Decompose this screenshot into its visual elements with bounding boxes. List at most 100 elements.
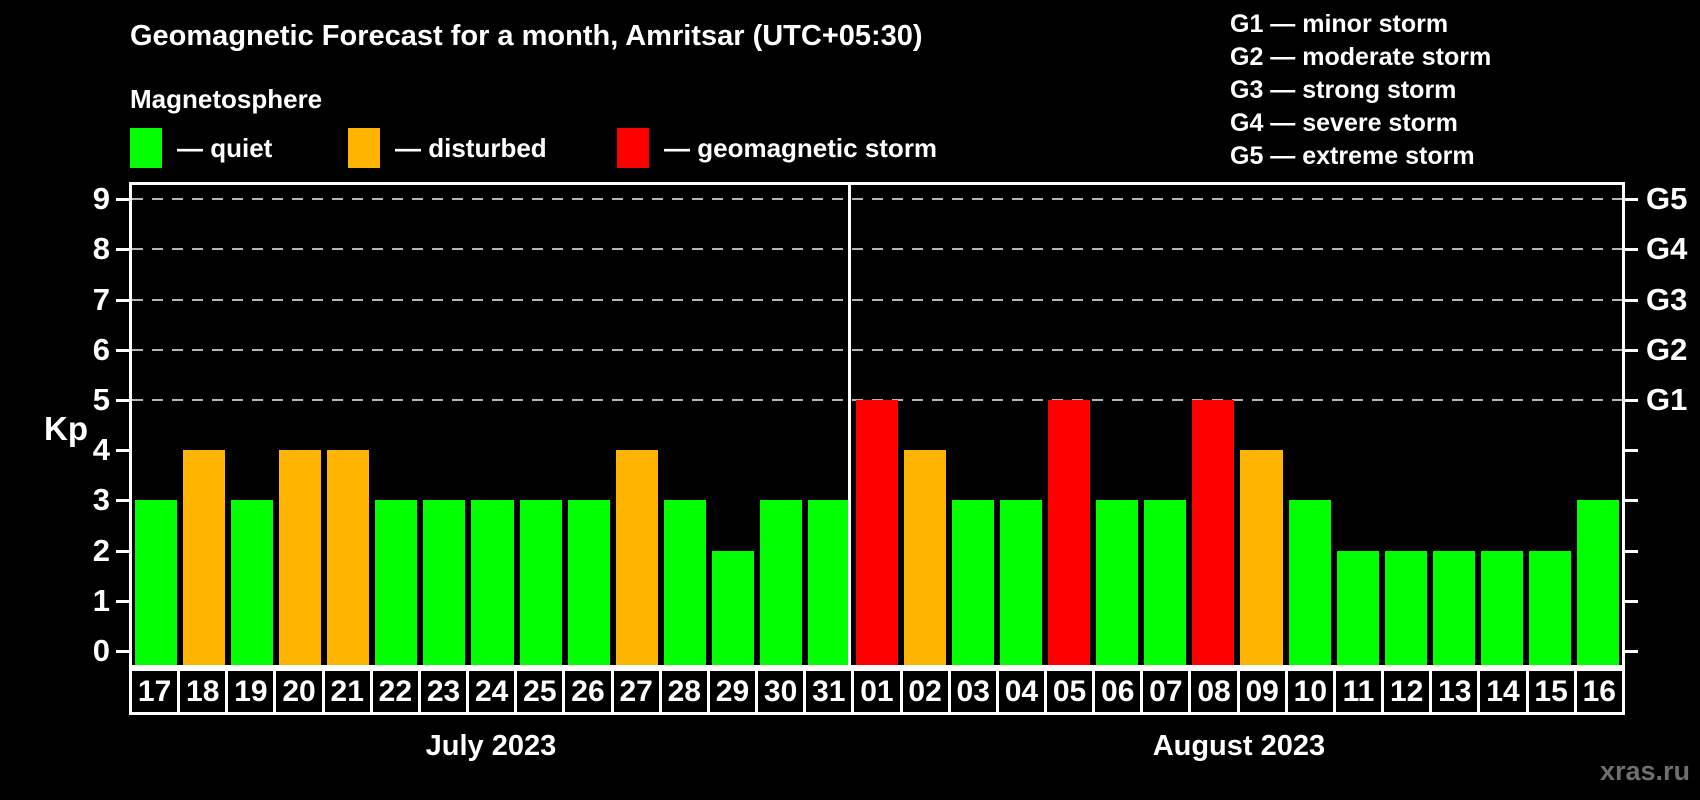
- right-axis-tick: [1625, 198, 1638, 202]
- date-cell: 13: [1432, 668, 1481, 715]
- kp-bar: [1432, 550, 1475, 665]
- kp-bar: [471, 500, 514, 665]
- g5-legend-line: G5 — extreme storm: [1230, 142, 1475, 170]
- date-cell: 22: [372, 668, 421, 715]
- date-cell: 04: [998, 668, 1047, 715]
- right-axis-tick: [1625, 449, 1638, 453]
- date-cell: 07: [1143, 668, 1192, 715]
- kp-bar: [1480, 550, 1523, 665]
- kp-bar: [952, 500, 995, 665]
- kp-bar: [855, 400, 898, 665]
- day-column: [901, 185, 949, 665]
- g1-legend-line: G1 — minor storm: [1230, 10, 1449, 38]
- kp-bar: [1384, 550, 1427, 665]
- day-column: [1478, 185, 1526, 665]
- kp-bar: [807, 500, 850, 665]
- y-axis-label: 2: [92, 532, 110, 568]
- day-column: [565, 185, 613, 665]
- date-cell: 09: [1239, 668, 1288, 715]
- date-cell: 01: [854, 668, 903, 715]
- y-axis-label: 7: [92, 281, 110, 317]
- right-axis-tick: [1625, 549, 1638, 553]
- kp-bar: [1576, 500, 1619, 665]
- date-cell: 05: [1046, 668, 1096, 715]
- day-column: [468, 185, 516, 665]
- quiet-swatch: [130, 128, 162, 168]
- right-axis-tick: [1625, 399, 1638, 402]
- kp-bar: [1000, 500, 1043, 665]
- day-column: [228, 185, 276, 665]
- g-scale-label-g1: G1: [1646, 382, 1688, 417]
- day-column: [613, 185, 661, 665]
- kp-bar: [904, 450, 947, 665]
- day-column: [805, 185, 853, 665]
- right-axis-tick: [1625, 298, 1638, 302]
- day-column: [420, 185, 468, 665]
- bars-container: [132, 185, 1622, 665]
- legend-label-disturbed: — disturbed: [395, 132, 547, 163]
- g-scale-label-g2: G2: [1646, 331, 1688, 367]
- y-axis-tick: [116, 198, 129, 202]
- legend-item-storm: — geomagnetic storm: [617, 128, 937, 168]
- kp-bar: [711, 550, 754, 665]
- kp-bar: [375, 500, 418, 665]
- day-column: [1093, 185, 1141, 665]
- date-cell: 16: [1576, 668, 1625, 715]
- date-axis-row: 17 18 19 20 21 22 23 24 25 26 27 28 29 30 31 01 02 03 04 05…: [129, 668, 1625, 715]
- y-axis-label: 8: [92, 231, 110, 267]
- right-axis-tick: [1625, 348, 1638, 352]
- kp-bar: [1096, 500, 1139, 665]
- kp-bar: [135, 500, 178, 665]
- month-divider: [848, 185, 852, 665]
- day-column: [276, 185, 324, 665]
- day-column: [1430, 185, 1478, 665]
- kp-bar: [1240, 450, 1283, 665]
- kp-bar: [663, 500, 706, 665]
- month-label-august: August 2023: [1152, 730, 1326, 762]
- y-axis-tick: [116, 248, 129, 252]
- right-axis-tick: [1625, 499, 1638, 503]
- date-cell: 14: [1480, 668, 1529, 715]
- date-cell: 20: [276, 668, 325, 715]
- day-column: [180, 185, 228, 665]
- y-axis-tick: [116, 549, 129, 553]
- kp-axis-title: Kp: [44, 410, 88, 447]
- y-axis-tick: [116, 298, 129, 302]
- day-column: [517, 185, 565, 665]
- legend-label-storm: — geomagnetic storm: [664, 132, 938, 163]
- y-axis-label: 4: [92, 432, 110, 468]
- day-column: [1237, 185, 1285, 665]
- month-label-july: July 2023: [425, 730, 557, 762]
- date-cell: 29: [709, 668, 759, 715]
- y-axis-label: 6: [92, 331, 110, 367]
- y-axis-label: 0: [92, 633, 110, 668]
- date-cell: 15: [1528, 668, 1577, 715]
- legend-label-quiet: — quiet: [177, 132, 273, 163]
- page-title: Geomagnetic Forecast for a month, Amrits…: [130, 20, 923, 52]
- date-cell: 24: [469, 668, 518, 715]
- date-cell: 30: [758, 668, 807, 715]
- kp-gridline-6: [132, 348, 1622, 351]
- date-cell: 26: [565, 668, 614, 715]
- disturbed-swatch: [348, 128, 380, 168]
- date-cell: 19: [228, 668, 277, 715]
- kp-bar: [519, 500, 562, 665]
- g-scale-label-g4: G4: [1646, 231, 1688, 267]
- date-cell: 11: [1335, 668, 1385, 715]
- date-cell: 28: [661, 668, 710, 715]
- g3-legend-line: G3 — strong storm: [1230, 76, 1457, 104]
- kp-bar: [1144, 500, 1187, 665]
- kp-bar: [567, 500, 610, 665]
- date-cell: 18: [180, 668, 229, 715]
- kp-bar: [231, 500, 274, 665]
- day-column: [661, 185, 709, 665]
- day-column: [1141, 185, 1189, 665]
- right-axis-tick: [1625, 248, 1638, 252]
- date-cell: 10: [1287, 668, 1336, 715]
- kp-bar: [1288, 500, 1331, 665]
- day-column: [757, 185, 805, 665]
- y-axis-tick: [116, 348, 129, 352]
- kp-bar: [1528, 550, 1571, 665]
- date-cell: 03: [950, 668, 999, 715]
- y-axis-tick: [116, 599, 129, 603]
